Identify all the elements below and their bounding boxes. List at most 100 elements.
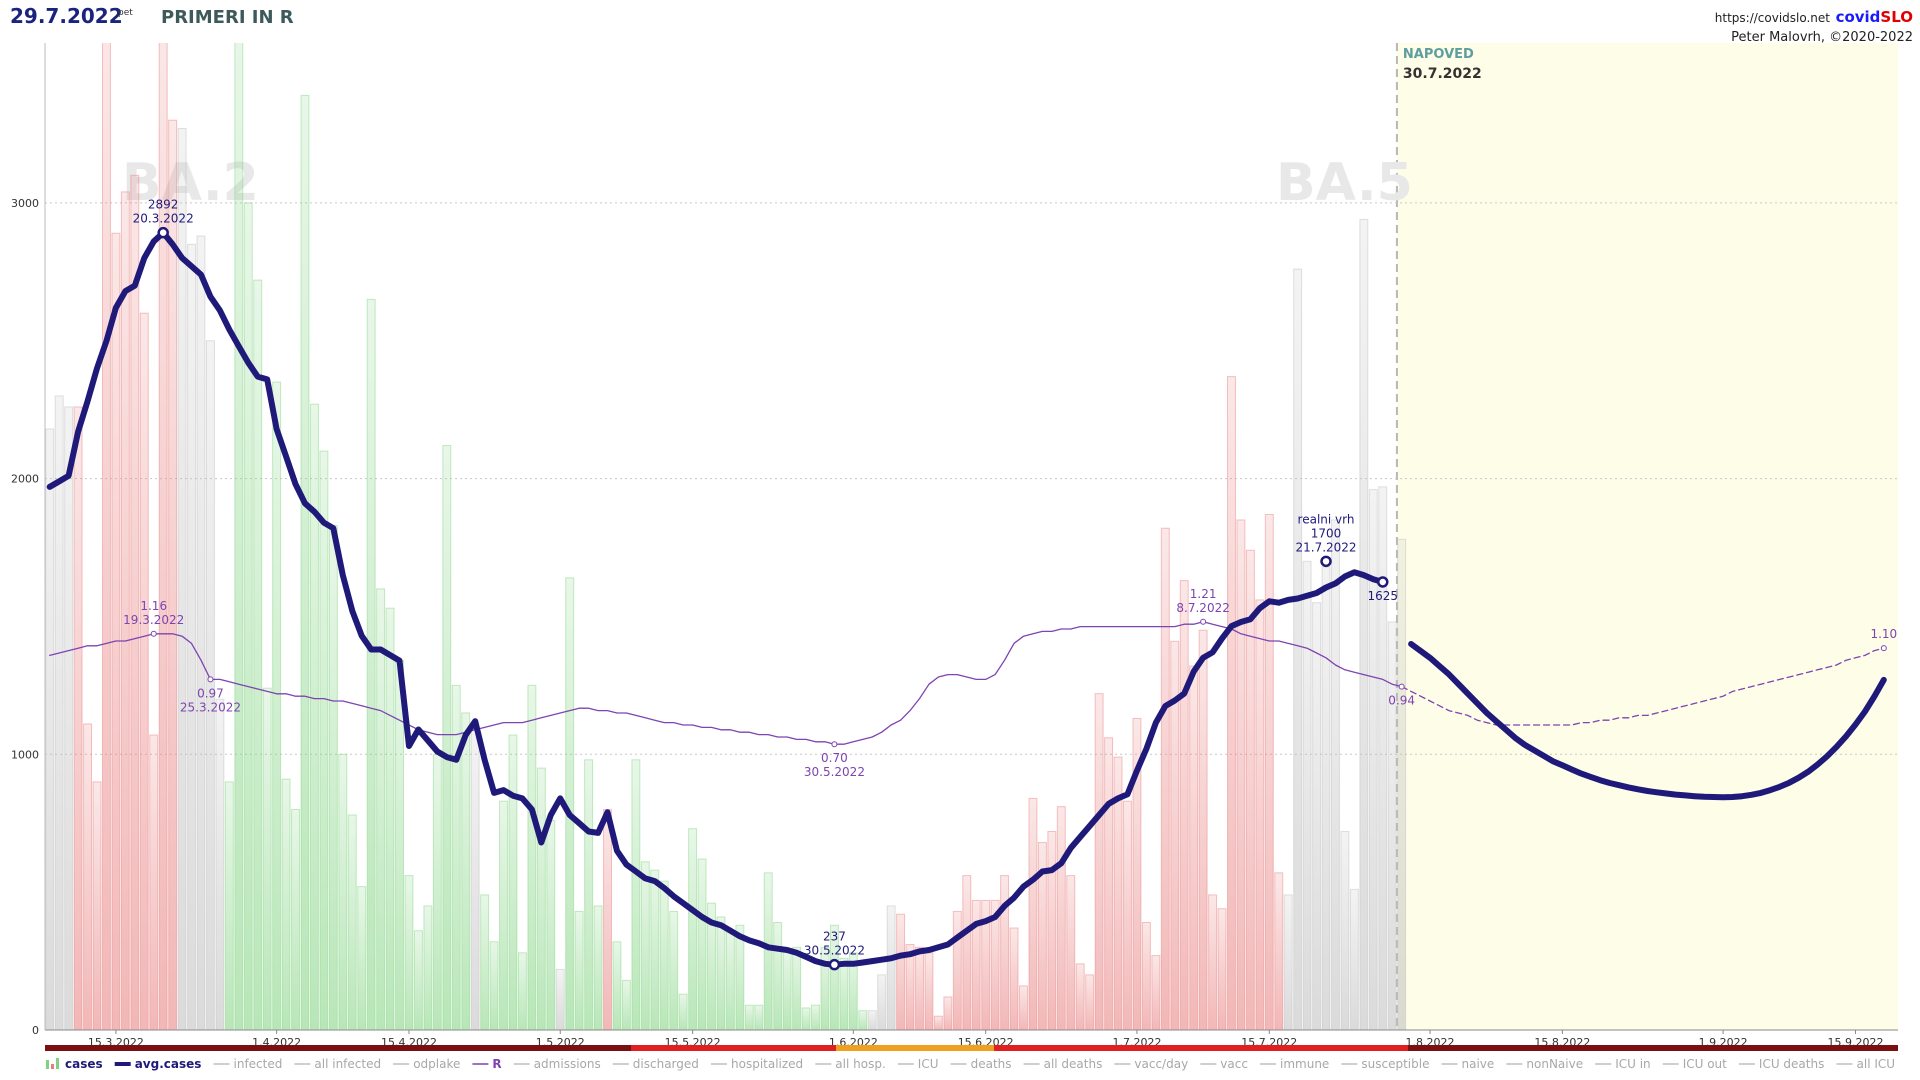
bar bbox=[631, 759, 641, 1030]
legend-item[interactable]: all infected bbox=[294, 1057, 381, 1071]
bar bbox=[243, 202, 253, 1030]
bar bbox=[45, 428, 55, 1030]
bar bbox=[536, 767, 546, 1030]
bar bbox=[442, 445, 452, 1030]
legend-item[interactable]: ICU deaths bbox=[1738, 1057, 1824, 1071]
legend-label: ICU bbox=[918, 1057, 939, 1071]
bar bbox=[423, 905, 433, 1030]
bar bbox=[811, 1004, 820, 1030]
bar bbox=[1104, 737, 1114, 1030]
bar bbox=[499, 800, 508, 1030]
bar bbox=[782, 949, 792, 1030]
bar bbox=[1293, 268, 1303, 1030]
legend-item[interactable]: deaths bbox=[950, 1057, 1012, 1071]
bar bbox=[224, 781, 234, 1030]
bar bbox=[1000, 875, 1010, 1030]
legend-item[interactable]: susceptible bbox=[1341, 1057, 1429, 1071]
bar bbox=[725, 930, 735, 1030]
legend-item[interactable]: nonNaive bbox=[1506, 1057, 1583, 1071]
bar bbox=[1028, 797, 1038, 1030]
legend-item[interactable]: all hosp. bbox=[815, 1057, 886, 1071]
bar bbox=[612, 941, 622, 1030]
bar bbox=[451, 684, 461, 1030]
legend-item[interactable]: ICU out bbox=[1662, 1057, 1727, 1071]
avg-line bbox=[46, 229, 1386, 968]
bar bbox=[130, 174, 140, 1030]
legend-label: odplake bbox=[413, 1057, 460, 1071]
legend-item[interactable]: all ICU bbox=[1836, 1057, 1896, 1071]
bar bbox=[291, 808, 301, 1030]
bar bbox=[1387, 621, 1397, 1030]
bar bbox=[196, 235, 206, 1030]
site-url[interactable]: https://covidslo.net bbox=[1715, 11, 1831, 25]
bar bbox=[678, 993, 688, 1030]
annotation-label: 19.3.2022 bbox=[123, 613, 184, 627]
bar bbox=[1151, 955, 1161, 1030]
bar bbox=[1340, 830, 1350, 1030]
legend-item[interactable]: infected bbox=[213, 1057, 283, 1071]
bar bbox=[120, 191, 130, 1030]
bar bbox=[981, 899, 991, 1030]
annotation-label: 1625 bbox=[1367, 589, 1398, 603]
annotation-label: 21.7.2022 bbox=[1295, 540, 1356, 554]
bar bbox=[962, 875, 972, 1030]
bar bbox=[1056, 806, 1066, 1030]
bar bbox=[707, 902, 716, 1030]
legend-item[interactable]: avg.cases bbox=[114, 1057, 202, 1071]
legend-item[interactable]: naive bbox=[1441, 1057, 1495, 1071]
bar bbox=[990, 899, 1000, 1030]
bar bbox=[1321, 566, 1331, 1030]
bar bbox=[716, 916, 726, 1030]
legend-label: R bbox=[492, 1057, 501, 1071]
bar bbox=[480, 894, 490, 1030]
legend-item[interactable]: odplake bbox=[393, 1057, 460, 1071]
legend-item[interactable]: hospitalized bbox=[711, 1057, 803, 1071]
annotation-marker bbox=[1377, 576, 1389, 588]
bar bbox=[1160, 527, 1170, 1030]
bar bbox=[933, 1015, 943, 1030]
bar bbox=[347, 814, 357, 1030]
legend-item[interactable]: R bbox=[472, 1057, 502, 1071]
legend-label: discharged bbox=[633, 1057, 699, 1071]
bar bbox=[555, 968, 565, 1030]
bar bbox=[877, 974, 887, 1030]
annotation-label: 0.94 bbox=[1388, 694, 1415, 708]
annotation-marker bbox=[828, 958, 841, 971]
legend-item[interactable]: discharged bbox=[612, 1057, 699, 1071]
strip-segment bbox=[45, 1045, 631, 1051]
bar bbox=[300, 94, 310, 1030]
annotation-label: 2892 bbox=[148, 198, 179, 212]
legend-item[interactable]: vacc bbox=[1200, 1057, 1248, 1071]
bar bbox=[366, 298, 376, 1030]
bar bbox=[395, 660, 404, 1030]
bar bbox=[309, 403, 319, 1030]
legend-item[interactable]: all deaths bbox=[1023, 1057, 1103, 1071]
bar bbox=[413, 930, 423, 1030]
author: Peter Malovrh, ©2020-2022 bbox=[1731, 30, 1913, 45]
legend-item[interactable]: admissions bbox=[513, 1057, 601, 1071]
strip-segment bbox=[994, 1045, 1408, 1051]
bar bbox=[83, 723, 93, 1030]
legend-item[interactable]: cases bbox=[46, 1057, 103, 1071]
annotation-marker bbox=[1880, 645, 1887, 652]
legend-item[interactable]: vacc/day bbox=[1114, 1057, 1188, 1071]
legend-label: immune bbox=[1280, 1057, 1329, 1071]
legend-item[interactable]: immune bbox=[1260, 1057, 1329, 1071]
legend-label: all deaths bbox=[1044, 1057, 1103, 1071]
bar bbox=[1019, 985, 1028, 1030]
bar bbox=[139, 312, 149, 1030]
bar bbox=[281, 778, 291, 1030]
bar bbox=[659, 880, 669, 1030]
bar bbox=[924, 952, 934, 1030]
bar bbox=[1037, 842, 1047, 1030]
page-title: PRIMERI IN R bbox=[161, 7, 294, 28]
legend-item[interactable]: ICU bbox=[897, 1057, 939, 1071]
legend-label: infected bbox=[234, 1057, 283, 1071]
status-strip bbox=[45, 1045, 1898, 1051]
bar bbox=[149, 734, 159, 1030]
legend-item[interactable]: ICU in bbox=[1595, 1057, 1651, 1071]
forecast-label: NAPOVED bbox=[1403, 47, 1474, 62]
